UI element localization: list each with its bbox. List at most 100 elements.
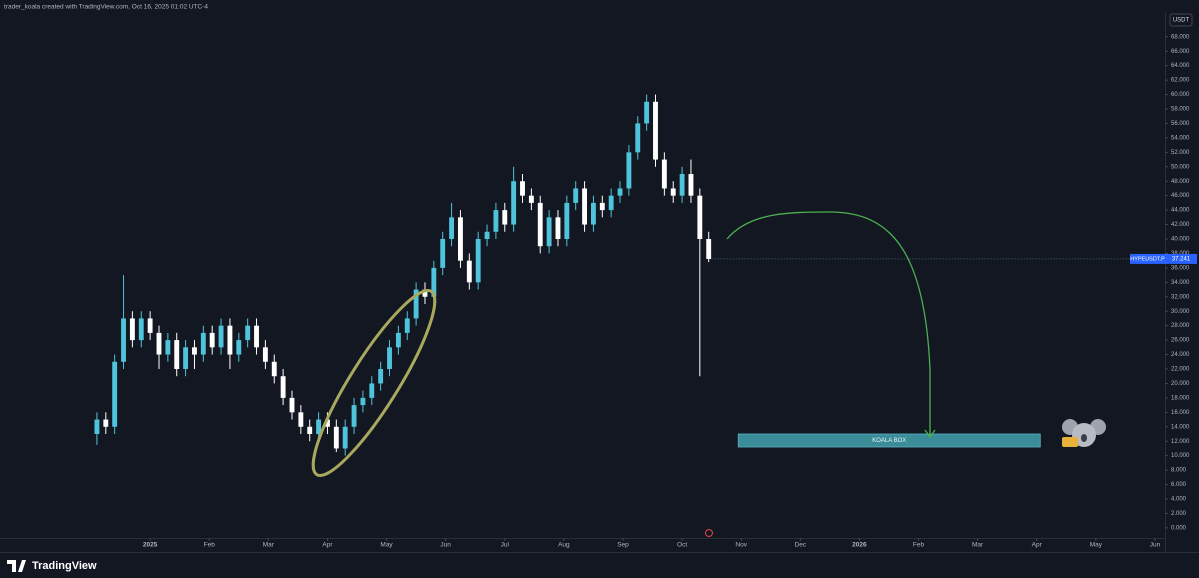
brand-logo	[7, 560, 26, 572]
candle-body	[484, 231, 490, 239]
candle-body	[387, 347, 392, 369]
x-tick-label: May	[380, 542, 393, 549]
y-tick-label: 68.000	[1171, 34, 1190, 40]
y-tick-label: 10.000	[1171, 453, 1190, 459]
candle-body	[511, 181, 517, 225]
y-tick-label: 62.000	[1171, 78, 1190, 84]
y-tick-label: 52.000	[1171, 150, 1190, 156]
price-tag	[1165, 253, 1197, 264]
x-tick-label: Sep	[617, 542, 629, 549]
y-tick-label: 48.000	[1171, 179, 1190, 185]
y-tick-label: 46.000	[1171, 193, 1190, 199]
y-tick-label: 64.000	[1171, 63, 1190, 69]
candle-body	[342, 426, 348, 449]
arrow-head	[924, 429, 936, 439]
candle-body	[289, 397, 295, 413]
candle-body	[635, 123, 641, 153]
candle-body	[156, 332, 162, 355]
candle-body	[333, 426, 339, 449]
candle-body	[165, 340, 171, 355]
x-tick-label: Feb	[204, 542, 216, 549]
event-marker	[705, 529, 713, 537]
candle-body	[280, 376, 286, 398]
y-tick-label: 0.000	[1171, 525, 1187, 531]
candle-body	[431, 267, 437, 297]
candle-body	[262, 347, 268, 362]
y-tick-label: 40.000	[1171, 237, 1190, 243]
candle-body	[590, 202, 596, 225]
y-tick-label: 26.000	[1171, 338, 1190, 344]
y-tick-label: 66.000	[1171, 49, 1190, 55]
candle-body	[706, 239, 712, 259]
x-tick-label: Jun	[440, 542, 451, 549]
candle-body	[404, 318, 410, 333]
candle-body	[307, 426, 313, 434]
candle-body	[679, 174, 685, 196]
price-label: 37.241	[1172, 257, 1191, 263]
y-tick-label: 42.000	[1171, 222, 1190, 228]
candle-body	[422, 289, 428, 297]
candle-body	[254, 325, 259, 348]
x-tick-label: Oct	[677, 542, 687, 549]
candle-body	[608, 195, 614, 211]
candle-body	[227, 325, 233, 355]
highlight-ellipse	[311, 289, 437, 477]
y-tick-label: 4.000	[1171, 497, 1187, 503]
x-tick-label: 2025	[143, 542, 158, 549]
y-tick-label: 28.000	[1171, 323, 1190, 329]
y-tick-label: 44.000	[1171, 208, 1190, 214]
footer	[0, 552, 1199, 578]
y-tick-label: 22.000	[1171, 367, 1190, 373]
x-tick-label: Feb	[913, 542, 925, 549]
candle-body	[138, 318, 144, 341]
candle-body	[245, 325, 251, 341]
candle-body	[112, 361, 118, 427]
candle-body	[537, 202, 543, 247]
candle-body	[466, 260, 472, 283]
candle-body	[555, 217, 561, 239]
candle-body	[582, 188, 588, 225]
candle-body	[688, 174, 694, 196]
x-tick-label: Jun	[1150, 542, 1161, 549]
candle-body	[351, 405, 357, 427]
candle-body	[475, 239, 481, 283]
y-unit: USDT	[1173, 18, 1190, 24]
x-tick-label: Aug	[558, 542, 570, 549]
candle-body	[599, 202, 605, 211]
candle-body	[502, 210, 508, 225]
x-tick-label: May	[1090, 542, 1103, 549]
candle-body	[200, 332, 206, 355]
candle-body	[395, 332, 401, 348]
candle-body	[192, 347, 197, 355]
x-tick-label: 2026	[852, 542, 867, 549]
y-tick-label: 58.000	[1171, 107, 1190, 113]
x-tick-label: Mar	[263, 542, 275, 549]
zone-box	[737, 433, 1041, 448]
candle-body	[103, 419, 109, 427]
y-tick-label: 20.000	[1171, 381, 1190, 387]
candle-body	[697, 195, 703, 239]
candle-body	[458, 217, 463, 261]
candle-body	[236, 340, 242, 355]
brand: TradingView	[32, 560, 97, 572]
x-tick-label: Apr	[1032, 542, 1043, 549]
symbol-tag	[1130, 253, 1165, 264]
candle-body	[271, 361, 277, 377]
y-tick-label: 32.000	[1171, 294, 1190, 300]
candle-body	[121, 318, 126, 362]
y-tick-label: 54.000	[1171, 135, 1190, 141]
candle-body	[174, 340, 180, 369]
y-tick-label: 34.000	[1171, 280, 1190, 286]
candle-body	[617, 188, 623, 196]
candle-body	[520, 181, 525, 196]
candle-body	[360, 397, 366, 406]
candle-body	[378, 369, 384, 384]
candle-body	[644, 101, 650, 124]
y-tick-label: 36.000	[1171, 265, 1190, 271]
attribution: trader_koala created with TradingView.co…	[4, 4, 208, 11]
candle-body	[449, 217, 455, 239]
y-tick-label: 16.000	[1171, 410, 1190, 416]
candle-body	[546, 217, 552, 247]
